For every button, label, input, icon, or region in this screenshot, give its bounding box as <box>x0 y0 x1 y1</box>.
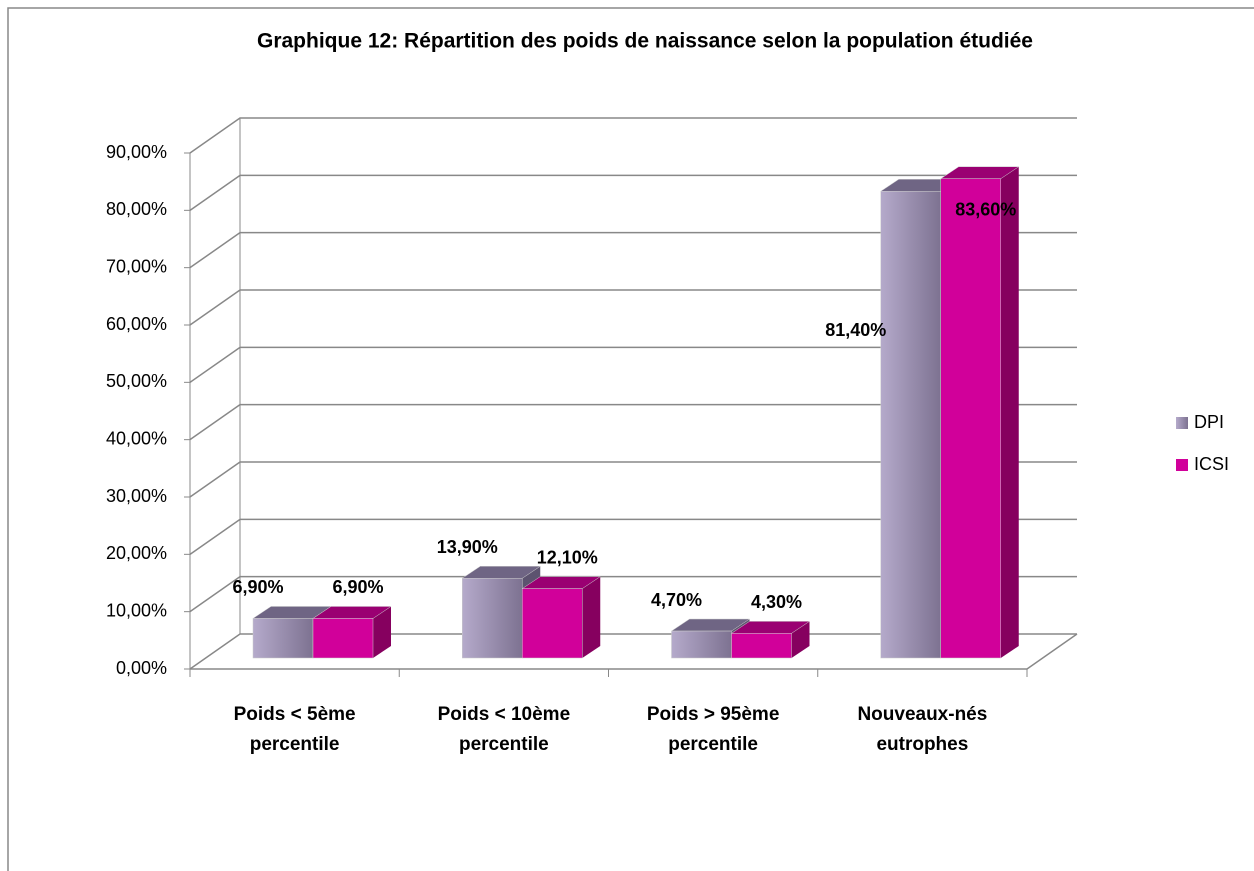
bar-front <box>312 618 374 659</box>
bar-side <box>1000 166 1019 658</box>
x-tick-label: Poids < 5ème percentile <box>233 704 356 755</box>
grid-line <box>189 575 1077 613</box>
y-tick-label: 0,00% <box>116 658 167 678</box>
grid-line <box>189 289 1077 326</box>
bar-front <box>462 578 523 659</box>
bar <box>521 576 602 659</box>
data-label: 12,10% <box>537 547 598 567</box>
bar <box>730 621 811 659</box>
data-label: 4,30% <box>751 592 802 612</box>
bar-side <box>373 606 391 658</box>
grid-line <box>189 403 1077 441</box>
grid-line <box>189 231 1077 269</box>
data-label: 83,60% <box>955 199 1016 219</box>
data-label: 4,70% <box>651 590 702 610</box>
y-tick-label: 30,00% <box>106 486 167 506</box>
x-tick-label: Nouveaux-nés eutrophes <box>857 704 988 755</box>
grid-line <box>189 174 1077 211</box>
grid-line <box>189 117 1077 154</box>
x-tick-label: Poids < 10ème percentile <box>437 704 571 755</box>
legend-swatch <box>1176 459 1188 471</box>
y-tick-label: 20,00% <box>106 543 167 563</box>
legend-swatch <box>1176 417 1188 429</box>
chart-title: Graphique 12: Répartition des poids de n… <box>257 30 1033 53</box>
bar-front <box>671 630 732 659</box>
y-tick-label: 80,00% <box>106 199 167 219</box>
bar-front <box>731 633 792 659</box>
bar-front <box>940 178 1001 659</box>
chart-border <box>7 7 1254 871</box>
bar-front <box>880 191 941 659</box>
legend-label: DPI <box>1194 412 1224 432</box>
y-tick-label: 70,00% <box>106 256 167 276</box>
y-tick-label: 40,00% <box>106 428 167 448</box>
bar <box>939 166 1020 659</box>
x-tick-label: Poids > 95ème percentile <box>646 704 780 755</box>
legend-label: ICSI <box>1194 454 1229 474</box>
data-label: 13,90% <box>437 537 498 557</box>
grid-line <box>189 346 1077 383</box>
y-tick-label: 90,00% <box>106 142 167 162</box>
bar-side <box>582 576 601 658</box>
grid-line <box>189 518 1077 555</box>
y-tick-label: 50,00% <box>106 371 167 391</box>
data-label: 6,90% <box>232 577 283 597</box>
grid-line <box>189 461 1077 498</box>
y-tick-label: 60,00% <box>106 314 167 334</box>
data-label: 81,40% <box>825 320 886 340</box>
bar-front <box>252 618 314 659</box>
bar <box>312 606 392 659</box>
data-label: 6,90% <box>332 577 383 597</box>
y-tick-label: 10,00% <box>106 600 167 620</box>
bar-front <box>522 588 583 659</box>
